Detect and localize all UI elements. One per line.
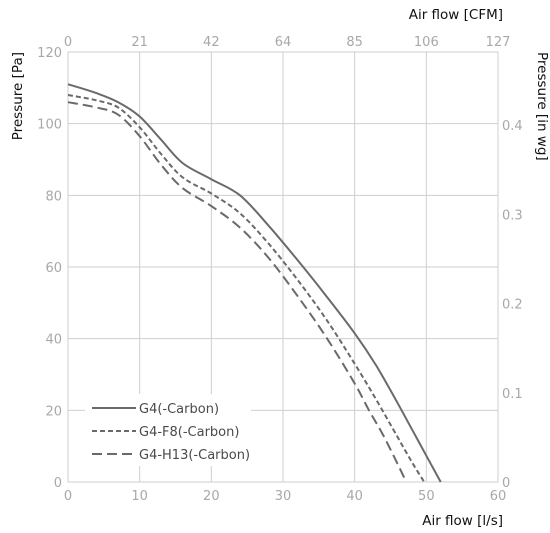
x-tick-label: 50 xyxy=(418,489,435,504)
y-tick-label: 120 xyxy=(37,46,62,61)
series-line-3 xyxy=(67,101,408,483)
right-axis-label: Pressure [in wg] xyxy=(534,52,550,161)
x-tick-label: 0 xyxy=(64,489,72,504)
top-tick-label: 106 xyxy=(414,35,439,50)
y-tick-label: 40 xyxy=(45,333,62,348)
x-tick-label: 30 xyxy=(275,489,292,504)
series-line-2 xyxy=(67,94,426,483)
top-tick-label: 0 xyxy=(64,35,72,50)
legend-label: G4(-Carbon) xyxy=(139,402,219,417)
x-axis-ticks: 0 10 20 30 40 50 60 xyxy=(64,489,506,504)
series-lines xyxy=(67,83,442,483)
legend-label: G4-H13(-Carbon) xyxy=(139,448,250,463)
y-tick-label: 0 xyxy=(54,476,62,491)
top-tick-label: 127 xyxy=(486,35,511,50)
right-tick-label: 0.4 xyxy=(502,119,523,134)
top-tick-label: 42 xyxy=(203,35,220,50)
right-tick-label: 0 xyxy=(502,476,510,491)
y-tick-label: 60 xyxy=(45,261,62,276)
x-tick-label: 40 xyxy=(346,489,363,504)
x-tick-label: 20 xyxy=(203,489,220,504)
top-tick-label: 21 xyxy=(131,35,148,50)
right-tick-label: 0.1 xyxy=(502,387,523,402)
x-tick-label: 60 xyxy=(490,489,507,504)
y-axis-ticks: 0 20 40 60 80 100 120 xyxy=(37,46,62,491)
x-axis-label: Air flow [l/s] xyxy=(422,513,503,529)
right-tick-label: 0.3 xyxy=(502,208,523,223)
top-tick-label: 85 xyxy=(346,35,363,50)
right-axis-ticks: 0 0.1 0.2 0.3 0.4 xyxy=(502,119,523,491)
y-tick-label: 80 xyxy=(45,189,62,204)
x-tick-label: 10 xyxy=(131,489,148,504)
top-tick-label: 64 xyxy=(275,35,292,50)
y-axis-label: Pressure [Pa] xyxy=(10,52,26,140)
y-tick-label: 20 xyxy=(45,404,62,419)
y-tick-label: 100 xyxy=(37,118,62,133)
legend: G4(-Carbon) G4-F8(-Carbon) G4-H13(-Carbon) xyxy=(92,402,250,463)
legend-label: G4-F8(-Carbon) xyxy=(139,425,239,440)
series-line-1 xyxy=(67,83,442,483)
right-tick-label: 0.2 xyxy=(502,298,523,313)
top-axis-label: Air flow [CFM] xyxy=(409,7,503,23)
top-axis-ticks: 0 21 42 64 85 106 127 xyxy=(64,35,511,50)
